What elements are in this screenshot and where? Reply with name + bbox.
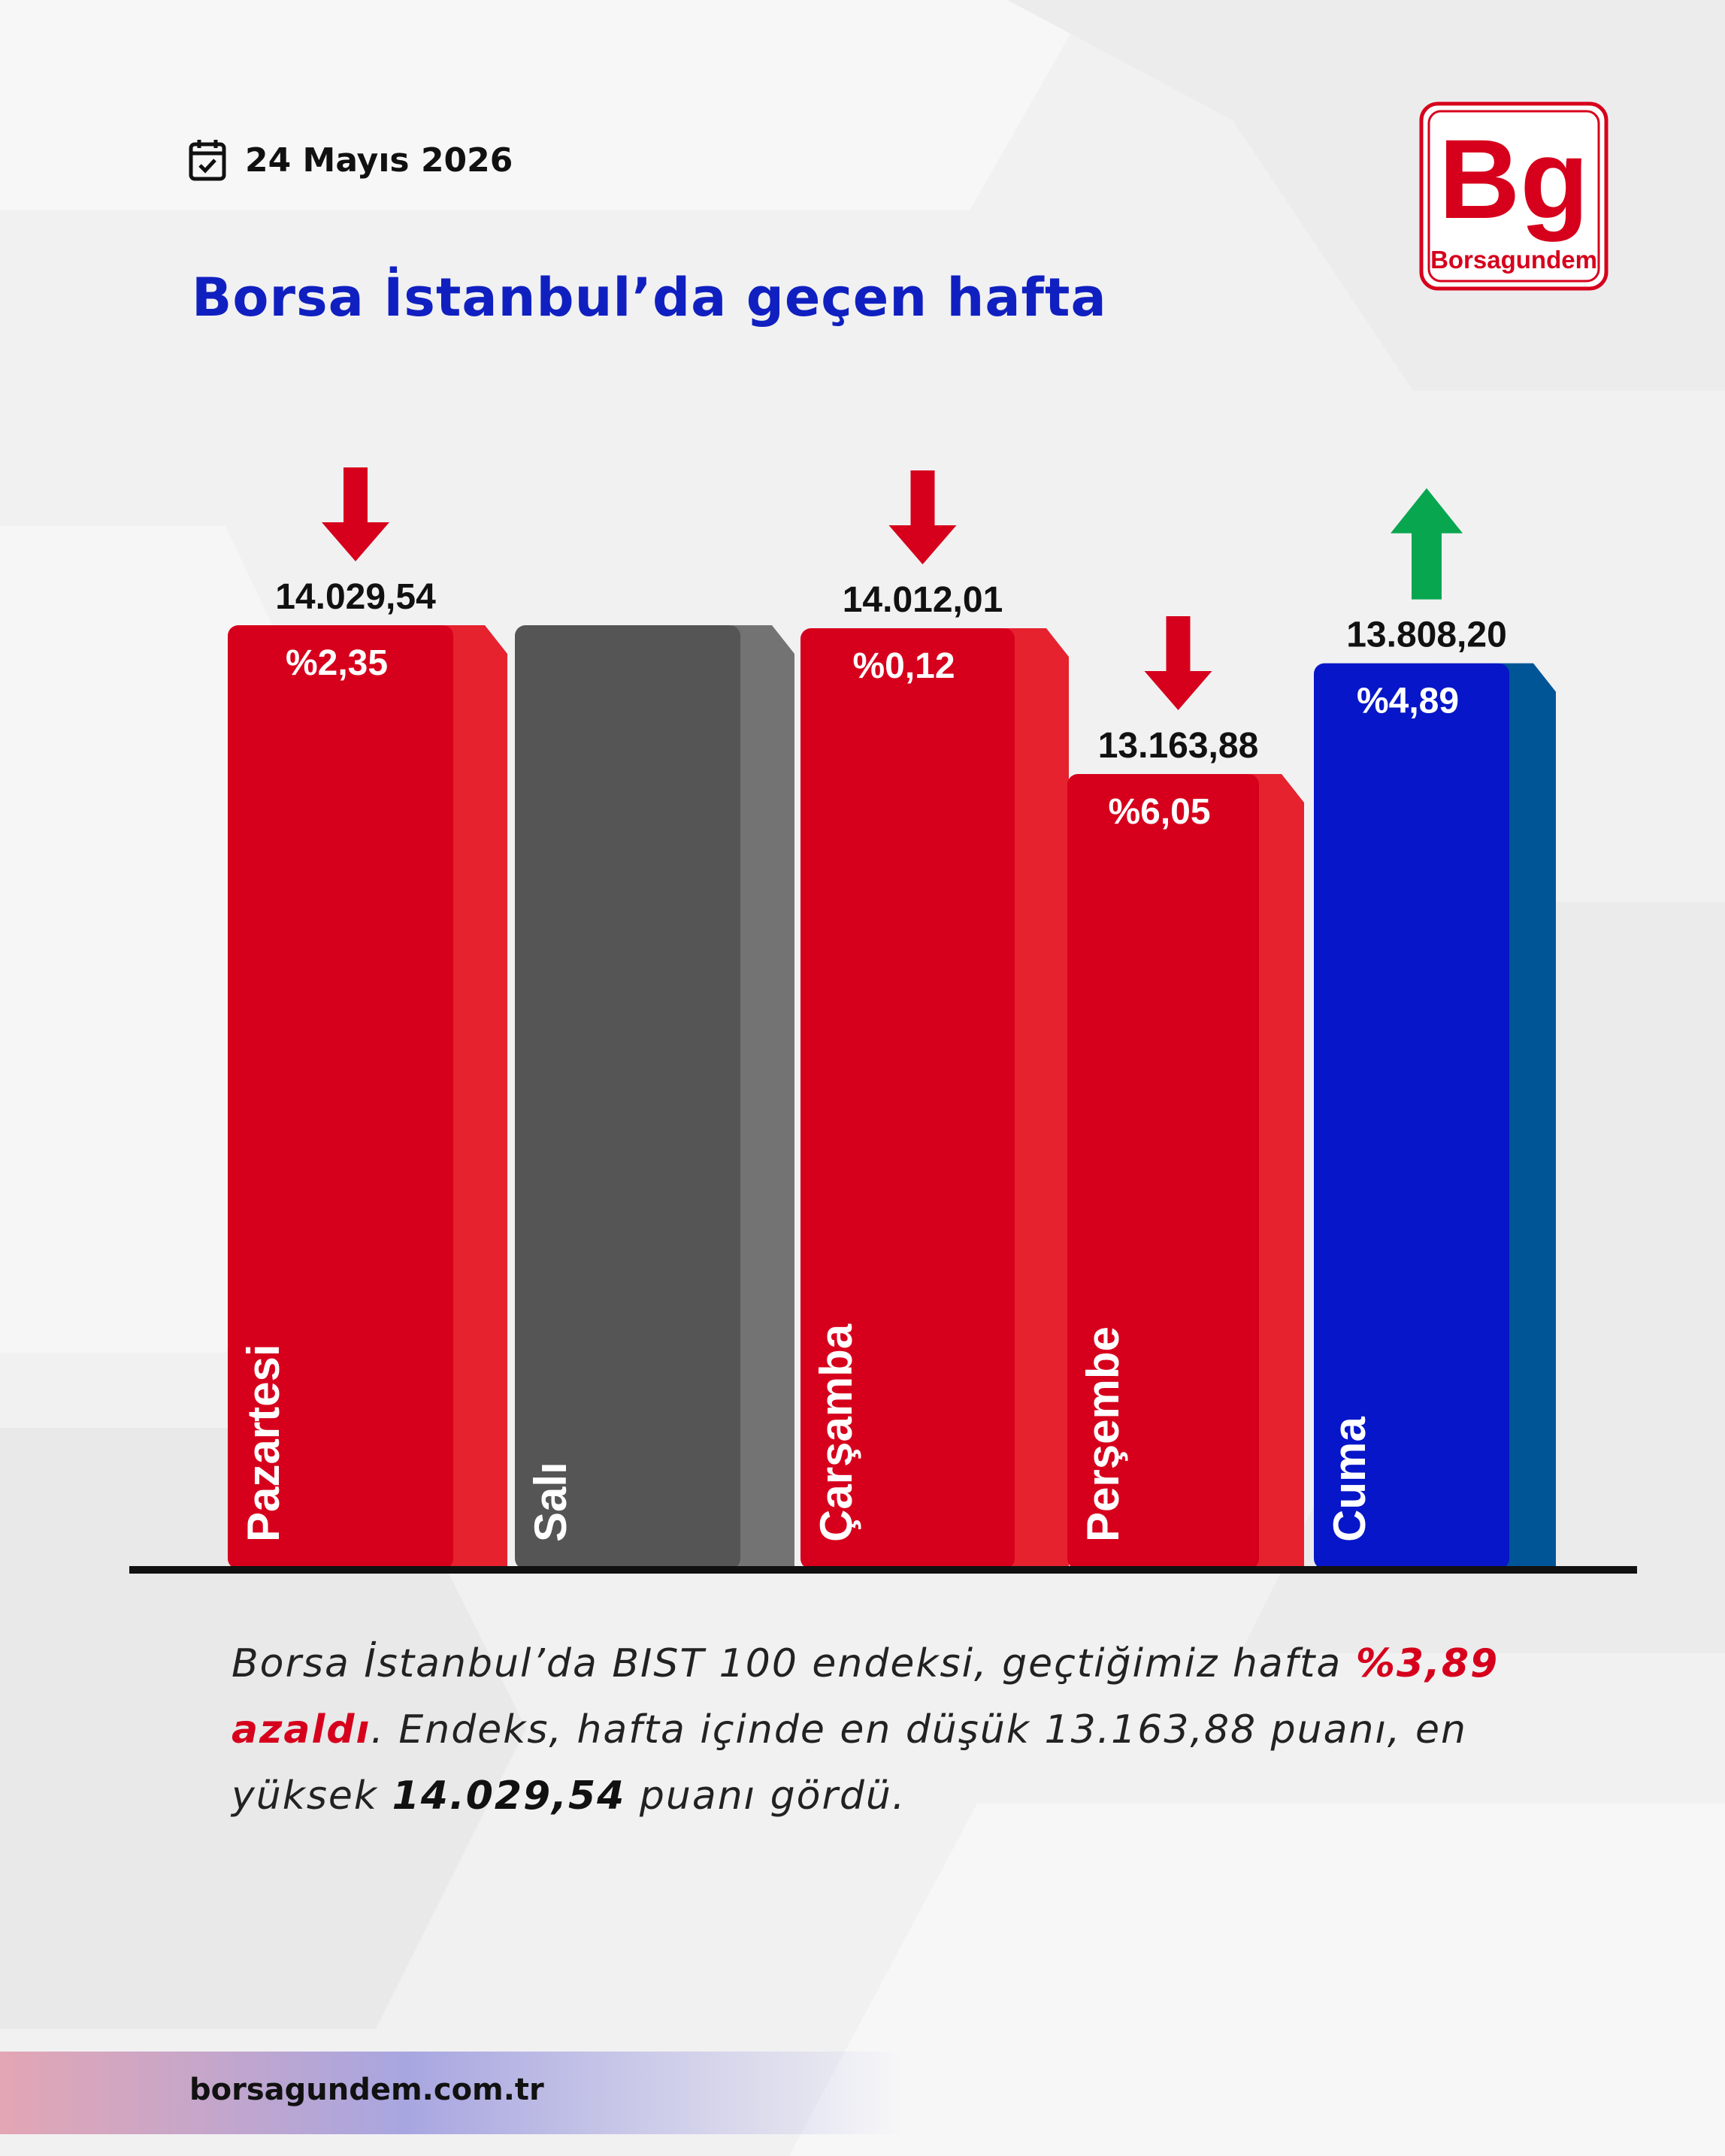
bar-change-label-2: %0,12 xyxy=(852,646,955,686)
bar-2 xyxy=(800,628,1015,1570)
bar-category-label-0: Pazartesi xyxy=(238,1344,289,1543)
summary-text-1: Borsa İstanbul’da BIST 100 endeksi, geçt… xyxy=(232,1641,1356,1686)
page-title: Borsa İstanbul’da geçen hafta xyxy=(192,267,1107,328)
footer-band xyxy=(0,2052,902,2134)
bar-3 xyxy=(1067,774,1259,1569)
borsagundem-logo: Bg Borsagundem xyxy=(1419,101,1608,291)
bar-4 xyxy=(1314,663,1509,1569)
bar-category-label-2: Çarşamba xyxy=(811,1323,861,1542)
bar-side-4 xyxy=(1500,663,1556,1566)
down-arrow-icon xyxy=(1144,616,1212,710)
summary-bold-value: 14.029,54 xyxy=(392,1773,626,1819)
bar-value-label-2: 14.012,01 xyxy=(843,580,1003,620)
bar-category-label-4: Cuma xyxy=(1324,1417,1375,1542)
bar-category-label-3: Perşembe xyxy=(1078,1326,1128,1542)
summary-paragraph: Borsa İstanbul’da BIST 100 endeksi, geçt… xyxy=(232,1631,1569,1829)
bar-change-label-4: %4,89 xyxy=(1357,682,1459,721)
bar-value-label-3: 13.163,88 xyxy=(1098,726,1259,766)
bar-category-label-1: Salı xyxy=(525,1462,576,1542)
bar-side-2 xyxy=(1006,628,1069,1567)
bar-0 xyxy=(228,625,453,1569)
up-arrow-icon xyxy=(1391,488,1463,600)
chart-baseline xyxy=(129,1566,1637,1574)
bar-value-label-0: 14.029,54 xyxy=(275,577,436,617)
bar-value-label-4: 13.808,20 xyxy=(1346,615,1507,655)
footer-url[interactable]: borsagundem.com.tr xyxy=(189,2073,544,2107)
down-arrow-icon xyxy=(888,470,957,565)
bar-side-0 xyxy=(444,625,507,1566)
calendar-check-icon xyxy=(189,140,226,181)
bar-side-1 xyxy=(731,625,794,1566)
summary-text-3: puanı gördü. xyxy=(625,1773,906,1819)
down-arrow-icon xyxy=(322,467,389,561)
bar-side-3 xyxy=(1250,774,1304,1566)
logo-mark: Bg xyxy=(1439,116,1589,242)
logo-name: Borsagundem xyxy=(1430,246,1597,274)
bar-change-label-0: %2,35 xyxy=(286,643,388,683)
summary-text-2: . Endeks, hafta içinde en düşük 13.163,8… xyxy=(232,1707,1467,1819)
bar-change-label-3: %6,05 xyxy=(1108,792,1210,832)
date-label: 24 Mayıs 2026 xyxy=(245,141,513,180)
bar-1 xyxy=(515,625,740,1569)
date-row: 24 Mayıs 2026 xyxy=(188,138,513,183)
summary-highlight: %3,89 azaldı xyxy=(232,1641,1500,1752)
